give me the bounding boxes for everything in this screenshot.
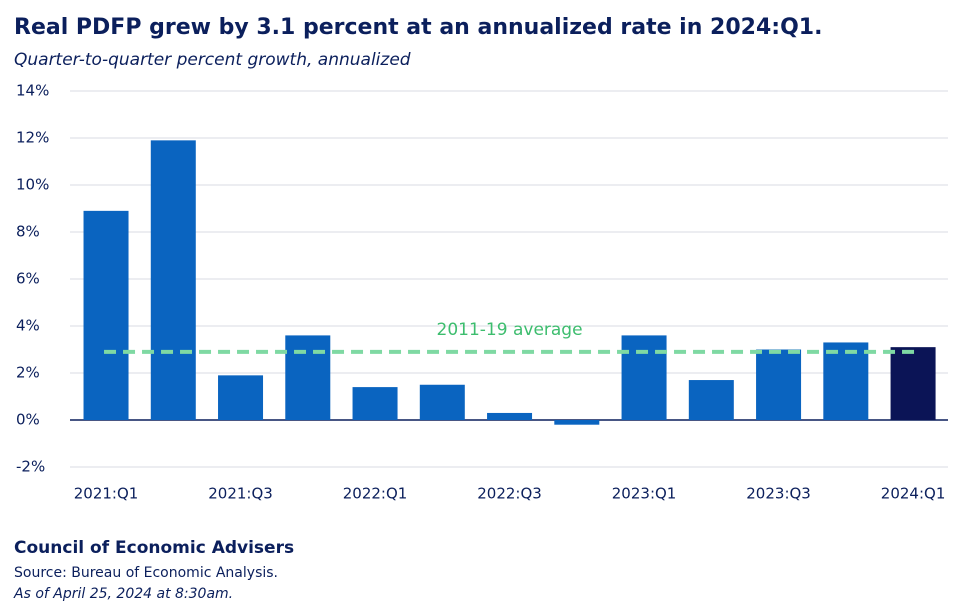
- y-tick-label: -2%: [16, 458, 45, 476]
- y-tick-label: 8%: [16, 223, 40, 241]
- bar: [890, 347, 936, 420]
- chart-subtitle: Quarter-to-quarter percent growth, annua…: [14, 50, 411, 70]
- source-note: Source: Bureau of Economic Analysis.: [14, 565, 278, 581]
- x-tick-label: 2021:Q3: [208, 485, 273, 503]
- y-tick-label: 14%: [16, 82, 49, 100]
- x-tick-label: 2022:Q1: [343, 485, 408, 503]
- bar: [823, 342, 869, 420]
- bar: [352, 387, 398, 420]
- y-tick-label: 12%: [16, 129, 49, 147]
- bar: [688, 380, 734, 420]
- date-note: As of April 25, 2024 at 8:30am.: [13, 586, 233, 602]
- x-tick-label: 2021:Q1: [74, 485, 139, 503]
- y-tick-label: 0%: [16, 411, 40, 429]
- y-tick-label: 10%: [16, 176, 49, 194]
- x-tick-label: 2022:Q3: [477, 485, 542, 503]
- y-tick-label: 2%: [16, 364, 40, 382]
- chart-title: Real PDFP grew by 3.1 percent at an annu…: [14, 15, 822, 40]
- bar: [150, 140, 196, 420]
- bar: [621, 335, 667, 420]
- y-tick-label: 4%: [16, 317, 40, 335]
- average-label: 2011-19 average: [437, 320, 583, 340]
- bar: [218, 375, 264, 420]
- bar: [419, 384, 465, 420]
- bar: [83, 210, 129, 420]
- x-tick-label: 2023:Q1: [612, 485, 677, 503]
- bar: [554, 420, 600, 425]
- x-tick-label: 2024:Q1: [881, 485, 946, 503]
- x-tick-label: 2023:Q3: [746, 485, 811, 503]
- organization: Council of Economic Advisers: [14, 538, 294, 558]
- bar: [487, 412, 533, 420]
- bar: [756, 349, 802, 420]
- bar: [285, 335, 331, 420]
- y-tick-label: 6%: [16, 270, 40, 288]
